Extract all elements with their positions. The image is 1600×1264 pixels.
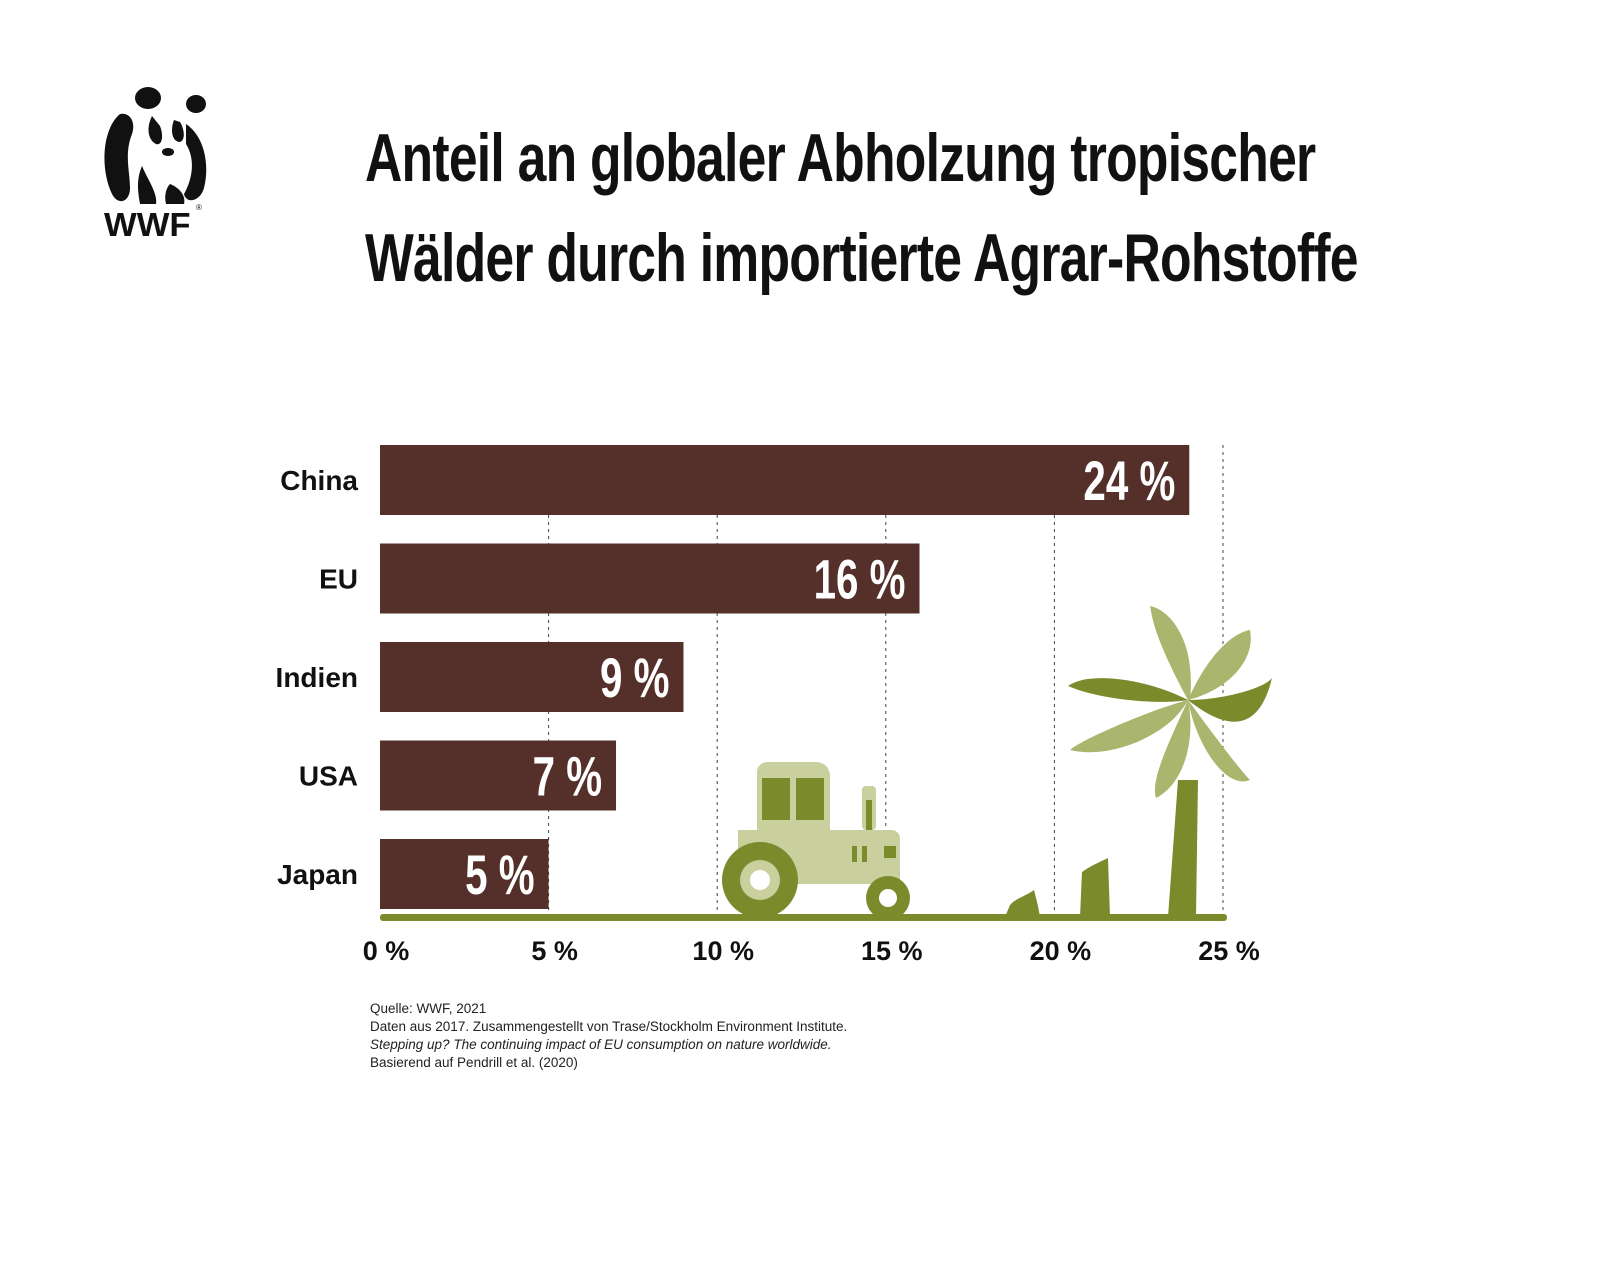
bar — [380, 740, 617, 811]
source-line: Quelle: WWF, 2021 — [370, 1001, 487, 1016]
svg-text:©: © — [122, 191, 128, 200]
x-tick-label: 20 % — [1030, 936, 1092, 966]
labels-layer: China 24 % EU 16 % Indien 9 % USA 7 % Japan 5 % — [276, 451, 1176, 907]
title-line-2: Wälder durch importierte Agrar-Rohstoffe — [365, 220, 1359, 296]
category-label: Indien — [276, 662, 358, 693]
x-tick-label: 10 % — [692, 936, 754, 966]
source-data-note: Daten aus 2017. Zusammengestellt von Tra… — [370, 1019, 848, 1034]
bar — [380, 839, 549, 909]
palm-tree-icon — [1068, 606, 1272, 917]
wwf-logo-text: WWF — [104, 206, 191, 243]
title-line-1: Anteil an globaler Abholzung tropischer — [365, 120, 1316, 196]
source-basis: Basierend auf Pendrill et al. (2020) — [370, 1055, 578, 1070]
bar — [380, 445, 1190, 515]
x-tick-label: 0 % — [363, 936, 410, 966]
wwf-panda-icon: © ® — [104, 87, 207, 212]
category-label: China — [280, 465, 358, 496]
bar-chart: China 24 % EU 16 % Indien 9 % USA 7 % Japan 5 % 0… — [276, 445, 1272, 966]
x-tick-label: 25 % — [1198, 936, 1260, 966]
x-axis-ticks: 0 % 5 % 10 % 15 % 20 % 25 % — [363, 936, 1260, 966]
value-label: 9 % — [600, 648, 669, 710]
bar — [380, 543, 920, 614]
x-tick-label: 15 % — [861, 936, 923, 966]
value-label: 7 % — [533, 746, 602, 808]
source-publication: Stepping up? The continuing impact of EU… — [370, 1037, 832, 1052]
x-tick-label: 5 % — [531, 936, 578, 966]
bars-layer — [380, 445, 1190, 909]
bar — [380, 642, 684, 712]
tree-stumps — [1005, 858, 1110, 917]
value-label: 5 % — [465, 845, 534, 907]
category-label: Japan — [277, 859, 358, 890]
wwf-logo: © ® WWF — [100, 84, 220, 254]
category-label: USA — [299, 761, 358, 792]
svg-text:®: ® — [196, 203, 202, 212]
value-label: 24 % — [1083, 451, 1175, 513]
value-label: 16 % — [814, 549, 906, 611]
category-label: EU — [319, 564, 358, 595]
page-title: Anteil an globaler Abholzung tropischer … — [365, 108, 1359, 308]
source-notes: Quelle: WWF, 2021 Daten aus 2017. Zusamm… — [370, 1000, 847, 1072]
tractor-icon — [722, 762, 910, 920]
